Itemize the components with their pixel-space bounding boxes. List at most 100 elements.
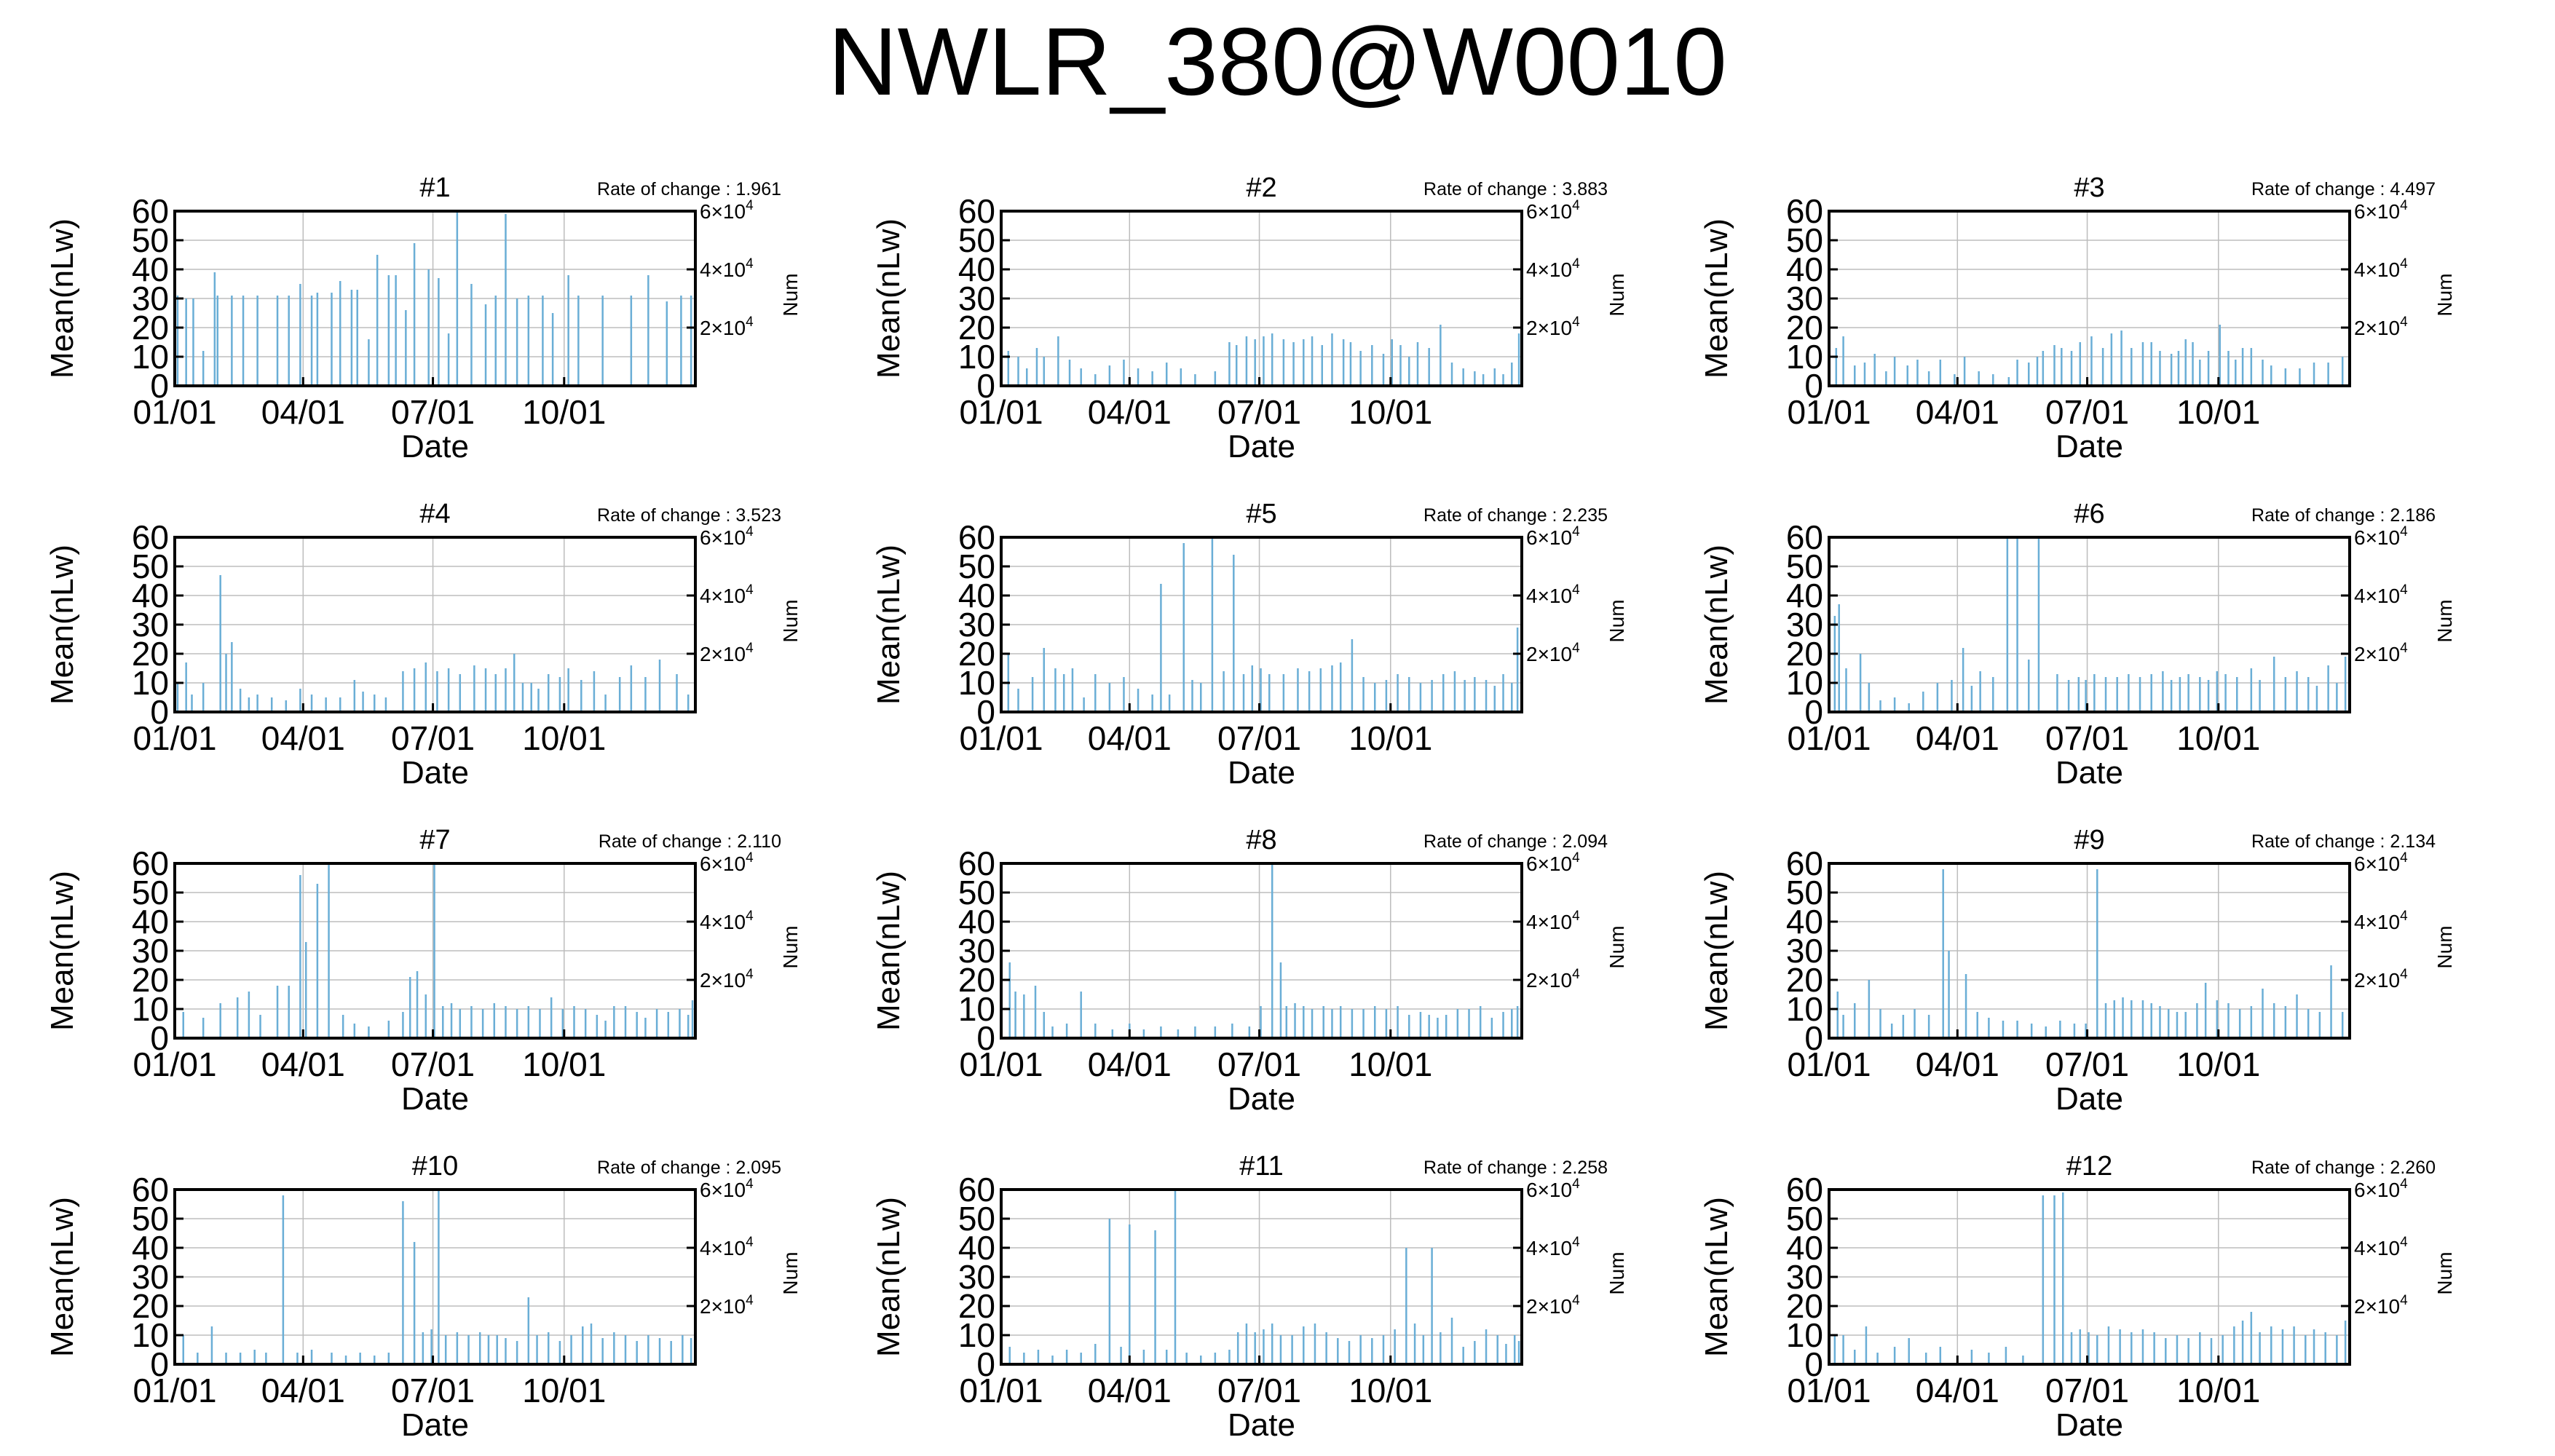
y-tick-label: 30 <box>132 606 169 644</box>
y-tick-label: 20 <box>132 961 169 999</box>
x-tick-label: 10/01 <box>1348 1372 1432 1409</box>
panel-title: #1 <box>419 173 450 203</box>
x-tick-label: 04/01 <box>261 719 345 757</box>
x-tick-label: 04/01 <box>1088 1045 1172 1083</box>
x-tick-label: 01/01 <box>1787 719 1871 757</box>
panel-title: #12 <box>2066 1151 2112 1182</box>
right-tick-label: 4×104 <box>700 256 754 281</box>
x-tick-label: 04/01 <box>1916 1045 1999 1083</box>
x-tick-label: 01/01 <box>1787 1045 1871 1083</box>
y-axis-title: Mean(nLw) <box>871 218 907 379</box>
right-axis-title: Num <box>779 273 802 316</box>
y-tick-label: 60 <box>1786 518 1823 556</box>
y-tick-label: 50 <box>958 547 995 585</box>
y-tick-label: 0 <box>976 1019 995 1057</box>
y-tick-label: 10 <box>1786 1316 1823 1354</box>
right-tick-label: 6×104 <box>700 524 754 549</box>
y-tick-label: 60 <box>958 844 995 882</box>
y-tick-label: 50 <box>958 221 995 259</box>
y-tick-label: 10 <box>958 1316 995 1354</box>
y-axis-title: Mean(nLw) <box>1699 871 1734 1031</box>
y-tick-label: 20 <box>132 635 169 673</box>
right-tick-label: 4×104 <box>1526 909 1580 933</box>
x-axis-title: Date <box>2056 1081 2123 1117</box>
y-tick-label: 0 <box>976 367 995 405</box>
y-tick-label: 40 <box>1786 903 1823 941</box>
panel-title: #7 <box>419 825 450 855</box>
x-tick-label: 07/01 <box>2045 393 2129 431</box>
right-tick-label: 6×104 <box>2354 198 2408 223</box>
rate-of-change-label: Rate of change : 2.095 <box>597 1158 781 1178</box>
x-tick-label: 04/01 <box>1916 1372 1999 1409</box>
y-tick-label: 60 <box>958 518 995 556</box>
right-tick-label: 4×104 <box>2354 909 2408 933</box>
y-tick-label: 0 <box>1804 1019 1823 1057</box>
x-tick-label: 04/01 <box>1916 719 1999 757</box>
y-tick-label: 30 <box>958 280 995 317</box>
x-tick-label: 04/01 <box>1088 393 1172 431</box>
right-tick-label: 2×104 <box>700 967 754 992</box>
y-tick-label: 50 <box>1786 1200 1823 1238</box>
x-tick-label: 01/01 <box>133 393 216 431</box>
x-tick-label: 07/01 <box>1217 393 1301 431</box>
panel-title: #6 <box>2074 499 2104 529</box>
y-tick-label: 30 <box>958 606 995 644</box>
rate-of-change-label: Rate of change : 2.235 <box>1423 505 1608 526</box>
right-tick-label: 2×104 <box>2354 314 2408 339</box>
y-tick-label: 20 <box>1786 635 1823 673</box>
rate-of-change-label: Rate of change : 2.134 <box>2251 831 2436 852</box>
right-tick-label: 4×104 <box>1526 582 1580 607</box>
x-tick-label: 07/01 <box>2045 1045 2129 1083</box>
right-tick-label: 2×104 <box>1526 967 1580 992</box>
x-tick-label: 01/01 <box>959 1372 1043 1409</box>
x-tick-label: 07/01 <box>391 393 475 431</box>
x-axis-title: Date <box>1228 1081 1295 1117</box>
y-tick-label: 10 <box>132 1316 169 1354</box>
rate-of-change-label: Rate of change : 1.961 <box>597 179 781 199</box>
x-tick-label: 01/01 <box>959 719 1043 757</box>
chart-main-title: NWLR_380@W0010 <box>828 8 1727 115</box>
right-tick-label: 4×104 <box>700 582 754 607</box>
right-tick-label: 4×104 <box>2354 256 2408 281</box>
y-tick-label: 10 <box>1786 990 1823 1028</box>
x-tick-label: 04/01 <box>261 393 345 431</box>
x-tick-label: 10/01 <box>2176 719 2260 757</box>
y-tick-label: 50 <box>1786 547 1823 585</box>
x-axis-title: Date <box>2056 429 2123 464</box>
y-tick-label: 50 <box>1786 221 1823 259</box>
y-tick-label: 30 <box>1786 932 1823 970</box>
rate-of-change-label: Rate of change : 2.260 <box>2251 1158 2436 1178</box>
x-tick-label: 10/01 <box>522 1372 606 1409</box>
x-tick-label: 10/01 <box>522 1045 606 1083</box>
x-tick-label: 07/01 <box>2045 1372 2129 1409</box>
y-tick-label: 0 <box>976 1345 995 1383</box>
rate-of-change-label: Rate of change : 3.883 <box>1423 179 1608 199</box>
y-tick-label: 60 <box>958 1171 995 1208</box>
y-tick-label: 40 <box>958 1229 995 1267</box>
y-axis-title: Mean(nLw) <box>44 545 80 705</box>
y-tick-label: 10 <box>958 664 995 702</box>
y-tick-label: 50 <box>132 547 169 585</box>
rate-of-change-label: Rate of change : 4.497 <box>2251 179 2436 199</box>
y-tick-label: 60 <box>1786 192 1823 230</box>
x-tick-label: 07/01 <box>391 719 475 757</box>
y-tick-label: 10 <box>958 338 995 376</box>
x-axis-title: Date <box>1228 1407 1295 1443</box>
x-tick-label: 10/01 <box>1348 719 1432 757</box>
right-axis-title: Num <box>1606 925 1628 968</box>
y-axis-title: Mean(nLw) <box>1699 545 1734 705</box>
x-tick-label: 04/01 <box>1088 1372 1172 1409</box>
y-tick-label: 10 <box>1786 664 1823 702</box>
panel-title: #2 <box>1246 173 1276 203</box>
y-axis-title: Mean(nLw) <box>44 218 80 379</box>
right-tick-label: 6×104 <box>2354 524 2408 549</box>
y-tick-label: 40 <box>1786 250 1823 288</box>
y-tick-label: 60 <box>958 192 995 230</box>
panel-title: #3 <box>2074 173 2104 203</box>
right-tick-label: 6×104 <box>1526 1176 1580 1201</box>
right-tick-label: 4×104 <box>2354 1235 2408 1259</box>
